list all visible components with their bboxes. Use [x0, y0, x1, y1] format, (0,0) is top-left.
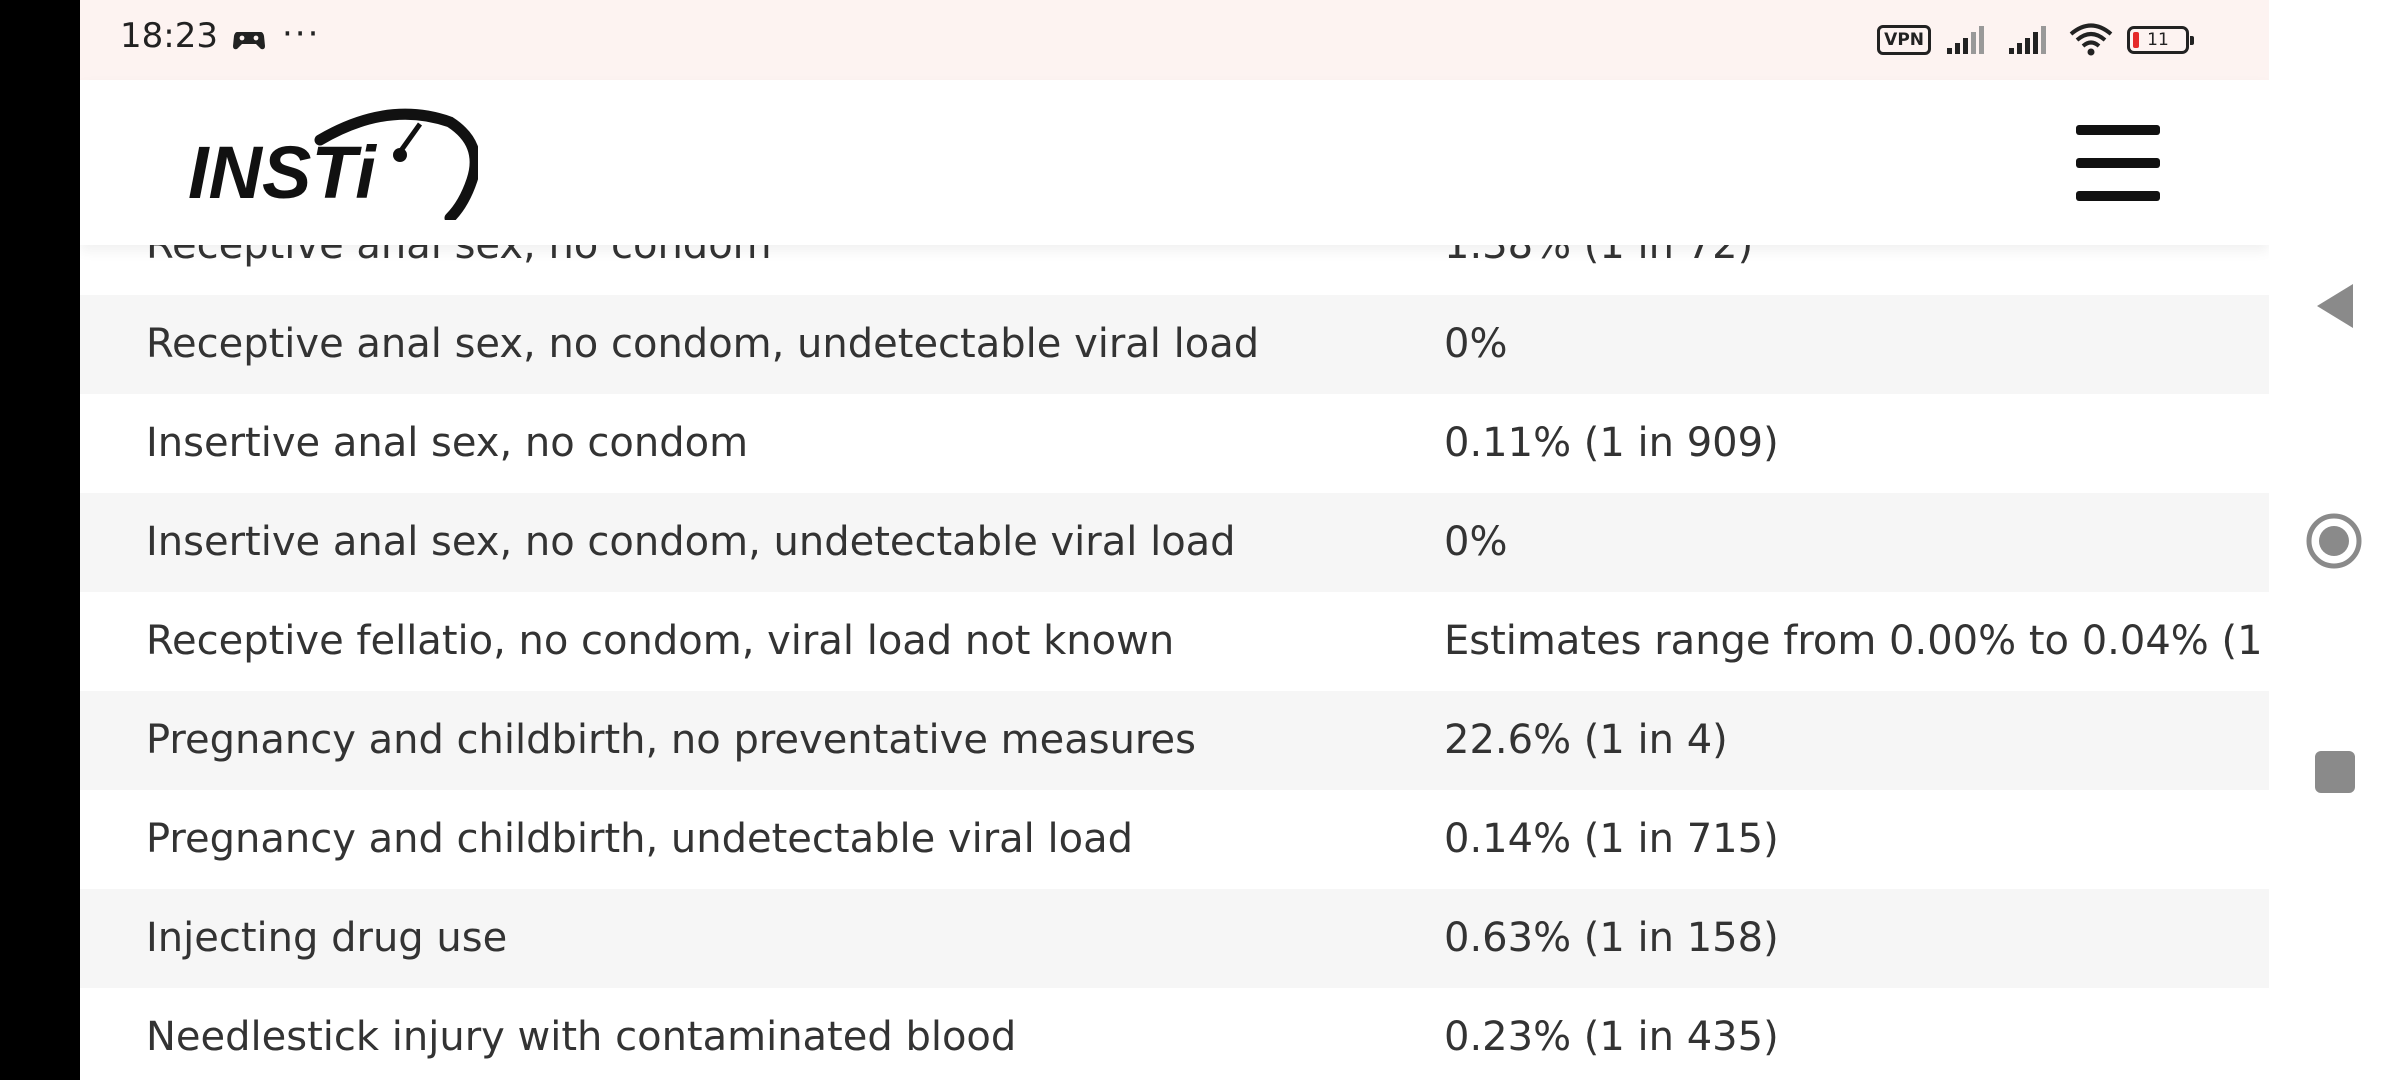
- status-bar: 18:23 ··· VPN: [80, 0, 2269, 80]
- recents-icon[interactable]: [2315, 751, 2355, 793]
- row-value: Estimates range from 0.00% to 0.04% (1 i…: [1444, 618, 2269, 664]
- table-row: Insertive anal sex, no condom, undetecta…: [80, 493, 2269, 592]
- svg-text:INSTi: INSTi: [188, 131, 377, 214]
- hiv-risk-table: Receptive anal sex, no condom 1.38% (1 i…: [80, 196, 2269, 1080]
- battery-fill: [2133, 32, 2139, 48]
- signal-icon: [1947, 26, 1984, 54]
- insti-logo[interactable]: INSTi: [188, 100, 478, 220]
- table-row: Injecting drug use 0.63% (1 in 158): [80, 889, 2269, 988]
- table-row: Pregnancy and childbirth, undetectable v…: [80, 790, 2269, 889]
- row-label: Injecting drug use: [146, 915, 508, 961]
- table-row: Receptive anal sex, no condom, undetecta…: [80, 295, 2269, 394]
- row-value: 0.11% (1 in 909): [1444, 420, 1779, 466]
- table-row: Pregnancy and childbirth, no preventativ…: [80, 691, 2269, 790]
- row-label: Receptive anal sex, no condom, undetecta…: [146, 321, 1260, 367]
- row-label: Insertive anal sex, no condom, undetecta…: [146, 519, 1236, 565]
- system-navigation-bar: [2269, 0, 2400, 1080]
- signal-icon: [2009, 26, 2046, 54]
- row-value: 0%: [1444, 321, 1508, 367]
- row-value: 0%: [1444, 519, 1508, 565]
- status-icons: VPN 11: [1877, 20, 2194, 60]
- battery-icon: 11: [2127, 26, 2194, 54]
- battery-tip: [2190, 36, 2194, 45]
- left-black-bezel: [0, 0, 80, 1080]
- row-label: Pregnancy and childbirth, undetectable v…: [146, 816, 1133, 862]
- home-icon[interactable]: [2305, 512, 2363, 570]
- row-value: 0.23% (1 in 435): [1444, 1014, 1779, 1060]
- row-value: 22.6% (1 in 4): [1444, 717, 1728, 763]
- table-row: Insertive anal sex, no condom 0.11% (1 i…: [80, 394, 2269, 493]
- row-value: 0.63% (1 in 158): [1444, 915, 1779, 961]
- vpn-badge: VPN: [1877, 25, 1931, 55]
- row-label: Needlestick injury with contaminated blo…: [146, 1014, 1017, 1060]
- hamburger-menu-icon[interactable]: [2076, 125, 2160, 201]
- site-header: INSTi: [80, 80, 2269, 245]
- battery-level: 11: [2147, 30, 2169, 50]
- browser-screen: 18:23 ··· VPN: [80, 0, 2269, 1080]
- row-value: 0.14% (1 in 715): [1444, 816, 1779, 862]
- table-row: Needlestick injury with contaminated blo…: [80, 988, 2269, 1080]
- game-controller-icon: [233, 32, 265, 50]
- status-overflow-dots: ···: [282, 14, 321, 54]
- table-row: Receptive fellatio, no condom, viral loa…: [80, 592, 2269, 691]
- row-label: Receptive fellatio, no condom, viral loa…: [146, 618, 1175, 664]
- row-label: Insertive anal sex, no condom: [146, 420, 749, 466]
- status-time: 18:23: [120, 16, 218, 56]
- back-icon[interactable]: [2315, 282, 2355, 330]
- row-label: Pregnancy and childbirth, no preventativ…: [146, 717, 1196, 763]
- wifi-icon: [2069, 23, 2113, 56]
